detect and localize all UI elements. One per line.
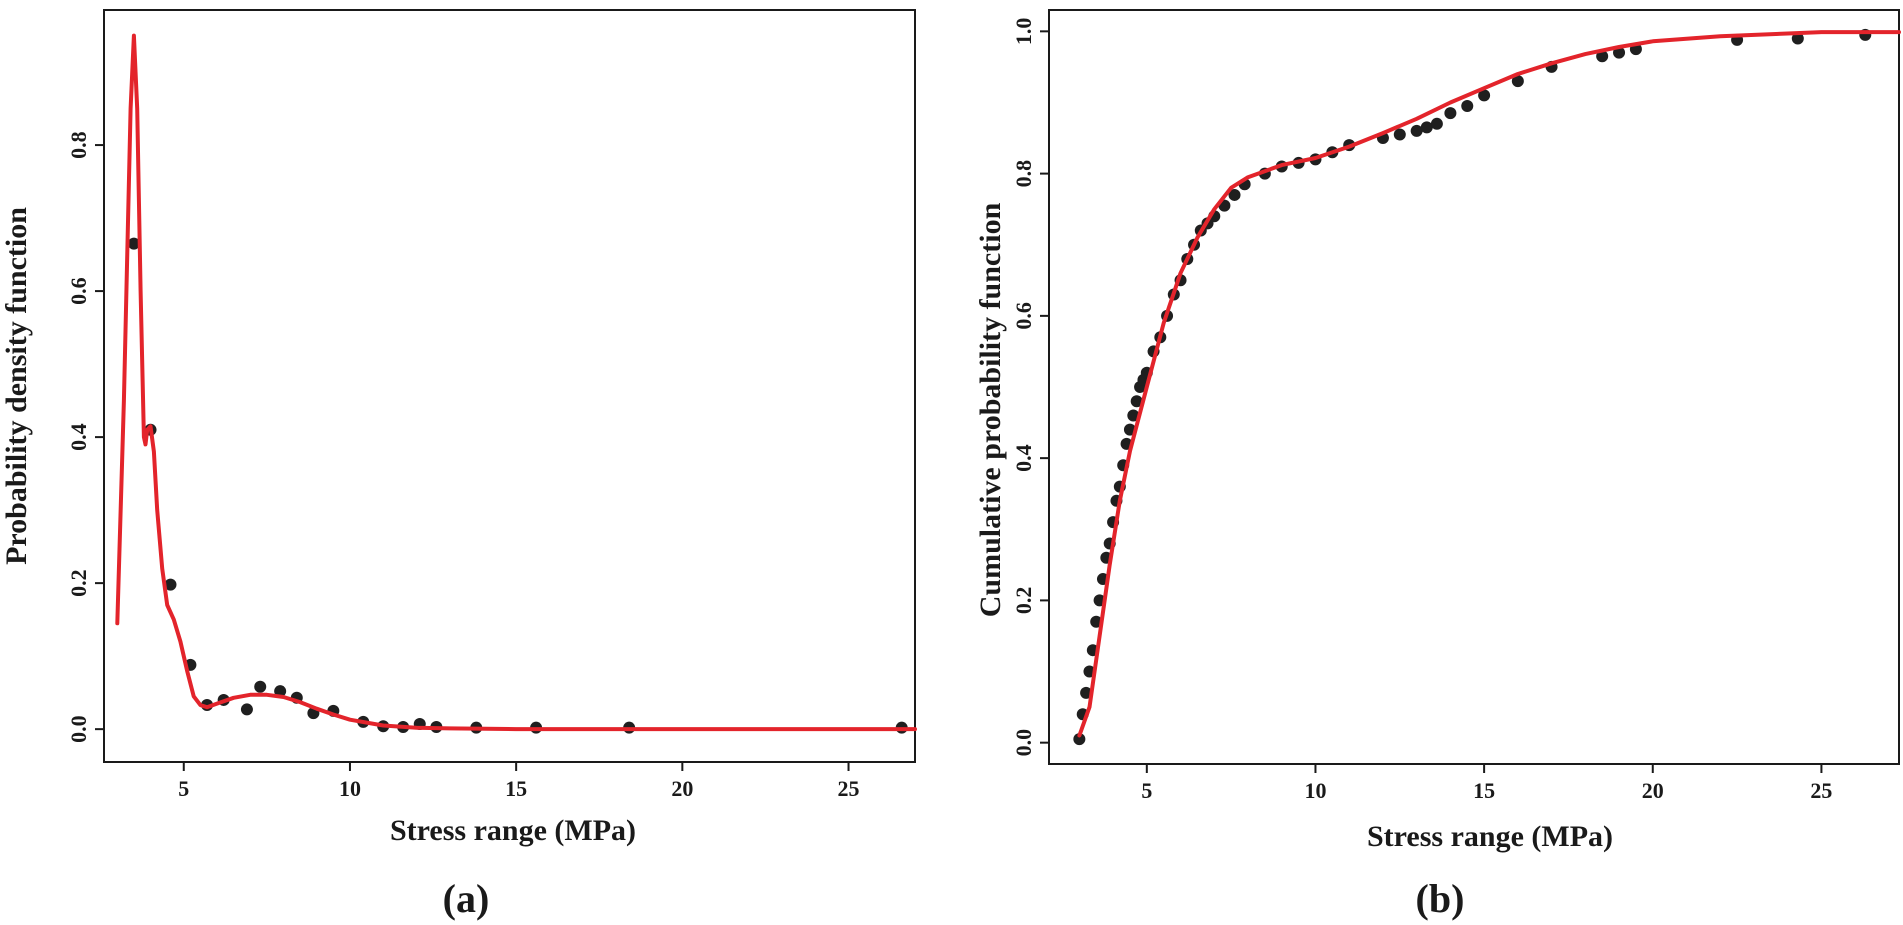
data-point <box>127 237 140 250</box>
data-point <box>1127 409 1140 422</box>
x-tick-label: 5 <box>1141 778 1152 803</box>
y-tick-label: 0.2 <box>1011 587 1036 615</box>
y-tick-label: 0.2 <box>66 569 91 597</box>
data-point <box>1073 733 1086 746</box>
data-point <box>1511 75 1524 88</box>
data-point <box>1130 395 1143 408</box>
y-tick-label: 0.4 <box>1011 444 1036 472</box>
x-tick-label: 10 <box>1304 778 1326 803</box>
data-point <box>1596 50 1609 63</box>
x-axis-ticks-b: 5 10 15 20 25 <box>1141 764 1832 803</box>
data-point <box>240 703 253 716</box>
data-point <box>1410 124 1423 137</box>
empirical-points-b <box>1073 28 1872 746</box>
y-tick-label: 0.4 <box>66 423 91 451</box>
x-tick-label: 15 <box>1473 778 1495 803</box>
data-point <box>1791 32 1804 45</box>
data-point <box>1478 89 1491 102</box>
x-tick-label: 20 <box>671 776 693 801</box>
y-tick-label: 0.8 <box>1011 160 1036 188</box>
y-tick-label: 0.8 <box>66 131 91 159</box>
plot-frame-a <box>103 9 916 763</box>
data-point <box>1613 46 1626 59</box>
panel-b-cdf: 0.0 0.2 0.4 0.6 0.8 1.0 5 10 15 20 25 Stress rang… <box>974 9 1901 921</box>
y-tick-label: 1.0 <box>1011 18 1036 46</box>
y-axis-ticks-b: 0.0 0.2 0.4 0.6 0.8 1.0 <box>1011 18 1049 757</box>
fitted-curve-b <box>1077 30 1901 738</box>
data-point <box>1228 188 1241 201</box>
x-tick-label: 10 <box>339 776 361 801</box>
data-point <box>1430 117 1443 130</box>
y-tick-label: 0.6 <box>1011 302 1036 330</box>
fitted-curve-a <box>115 33 917 732</box>
x-tick-label: 25 <box>838 776 860 801</box>
y-axis-title-b: Cumulative probability function <box>974 202 1007 617</box>
data-point <box>164 578 177 591</box>
x-tick-label: 15 <box>505 776 527 801</box>
x-axis-title-b: Stress range (MPa) <box>1367 820 1613 853</box>
plot-frame-b <box>1048 9 1900 765</box>
x-axis-ticks-a: 5 10 15 20 25 <box>178 762 860 801</box>
panel-label-a: (a) <box>443 876 490 921</box>
data-point <box>1444 107 1457 120</box>
data-point <box>254 680 267 693</box>
y-tick-label: 0.6 <box>66 277 91 305</box>
panel-a-pdf: 0.0 0.2 0.4 0.6 0.8 5 10 15 20 25 Stress range (… <box>0 9 917 921</box>
x-tick-label: 20 <box>1642 778 1664 803</box>
y-axis-title-a: Probability density function <box>0 207 33 565</box>
x-tick-label: 25 <box>1810 778 1832 803</box>
data-point <box>1393 128 1406 141</box>
y-tick-label: 0.0 <box>66 715 91 743</box>
x-tick-label: 5 <box>178 776 189 801</box>
y-tick-label: 0.0 <box>1011 729 1036 757</box>
panel-label-b: (b) <box>1416 876 1465 921</box>
data-point <box>1461 100 1474 113</box>
x-axis-title-a: Stress range (MPa) <box>390 814 636 847</box>
empirical-points-a <box>127 237 908 734</box>
y-axis-ticks-a: 0.0 0.2 0.4 0.6 0.8 <box>66 131 104 743</box>
data-point <box>1420 121 1433 134</box>
